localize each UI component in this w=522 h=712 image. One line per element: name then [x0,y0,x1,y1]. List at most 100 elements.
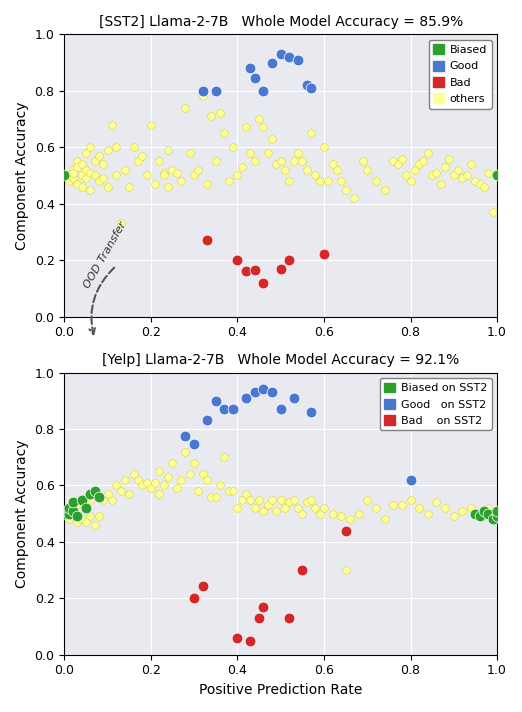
Point [268,57,276,68]
Point [476,178,484,189]
Point [211,395,220,407]
Point [307,494,315,506]
Point [64,169,73,181]
Point [229,142,237,153]
Point [198,468,207,480]
Point [281,164,289,175]
Title: [Yelp] Llama-2-7B   Whole Model Accuracy = 92.1%: [Yelp] Llama-2-7B Whole Model Accuracy =… [102,353,459,367]
Point [64,175,73,187]
Point [415,502,423,513]
Point [164,471,172,483]
Point [294,54,302,66]
Point [64,513,73,525]
Point [445,153,454,164]
Point [402,169,410,181]
Point [64,508,73,519]
Point [82,172,90,184]
Point [242,488,250,500]
Point [415,159,423,170]
Point [458,505,467,516]
Point [337,175,346,187]
Point [268,387,276,398]
Point [73,156,81,167]
Point [246,635,255,646]
Point [207,491,216,503]
Point [480,181,488,192]
Point [216,108,224,119]
Point [324,175,333,187]
Point [311,502,319,513]
Point [406,175,414,187]
Point [203,474,211,486]
Point [251,156,259,167]
Point [398,499,406,511]
Point [147,119,155,130]
Point [350,192,359,204]
Point [467,502,475,513]
Point [125,488,134,500]
Point [251,264,259,276]
Point [372,502,380,513]
Point [290,494,298,506]
Point [99,494,108,506]
Point [493,508,501,519]
Point [160,169,168,181]
Point [64,502,73,513]
Point [449,511,458,522]
Point [428,169,436,181]
Point [238,494,246,506]
Point [238,162,246,173]
Point [454,164,462,175]
Point [129,468,138,480]
Point [233,632,242,644]
Point [290,392,298,404]
Point [272,505,280,516]
Point [251,73,259,84]
Point [398,153,406,164]
Point [164,181,172,192]
Point [173,483,181,494]
Point [77,181,86,192]
Point [151,178,159,189]
Point [73,511,81,522]
Point [285,612,293,624]
Point [177,474,185,486]
Point [272,159,280,170]
Point [134,156,142,167]
Point [320,248,328,260]
Point [86,488,94,500]
Point [406,494,414,506]
Point [285,51,293,63]
Point [108,494,116,506]
Point [203,235,211,246]
Point [302,80,311,91]
Point [160,480,168,491]
Point [177,175,185,187]
Legend: Biased on SST2, Good   on SST2, Bad    on SST2: Biased on SST2, Good on SST2, Bad on SST… [379,378,492,430]
Point [493,508,501,519]
Point [315,508,324,519]
Point [86,167,94,178]
Point [298,565,306,576]
Point [285,175,293,187]
Point [298,156,306,167]
Point [394,159,402,170]
Point [203,178,211,189]
Point [69,172,77,184]
Point [168,457,176,468]
Point [203,415,211,426]
Point [86,511,94,522]
Point [471,175,480,187]
Point [363,164,372,175]
Point [198,580,207,591]
Point [116,486,125,497]
Point [190,169,198,181]
Point [341,184,350,195]
Point [242,266,250,277]
Point [471,508,480,519]
Point [381,184,389,195]
Point [121,164,129,175]
Point [211,491,220,503]
Point [354,508,363,519]
Point [255,612,263,624]
